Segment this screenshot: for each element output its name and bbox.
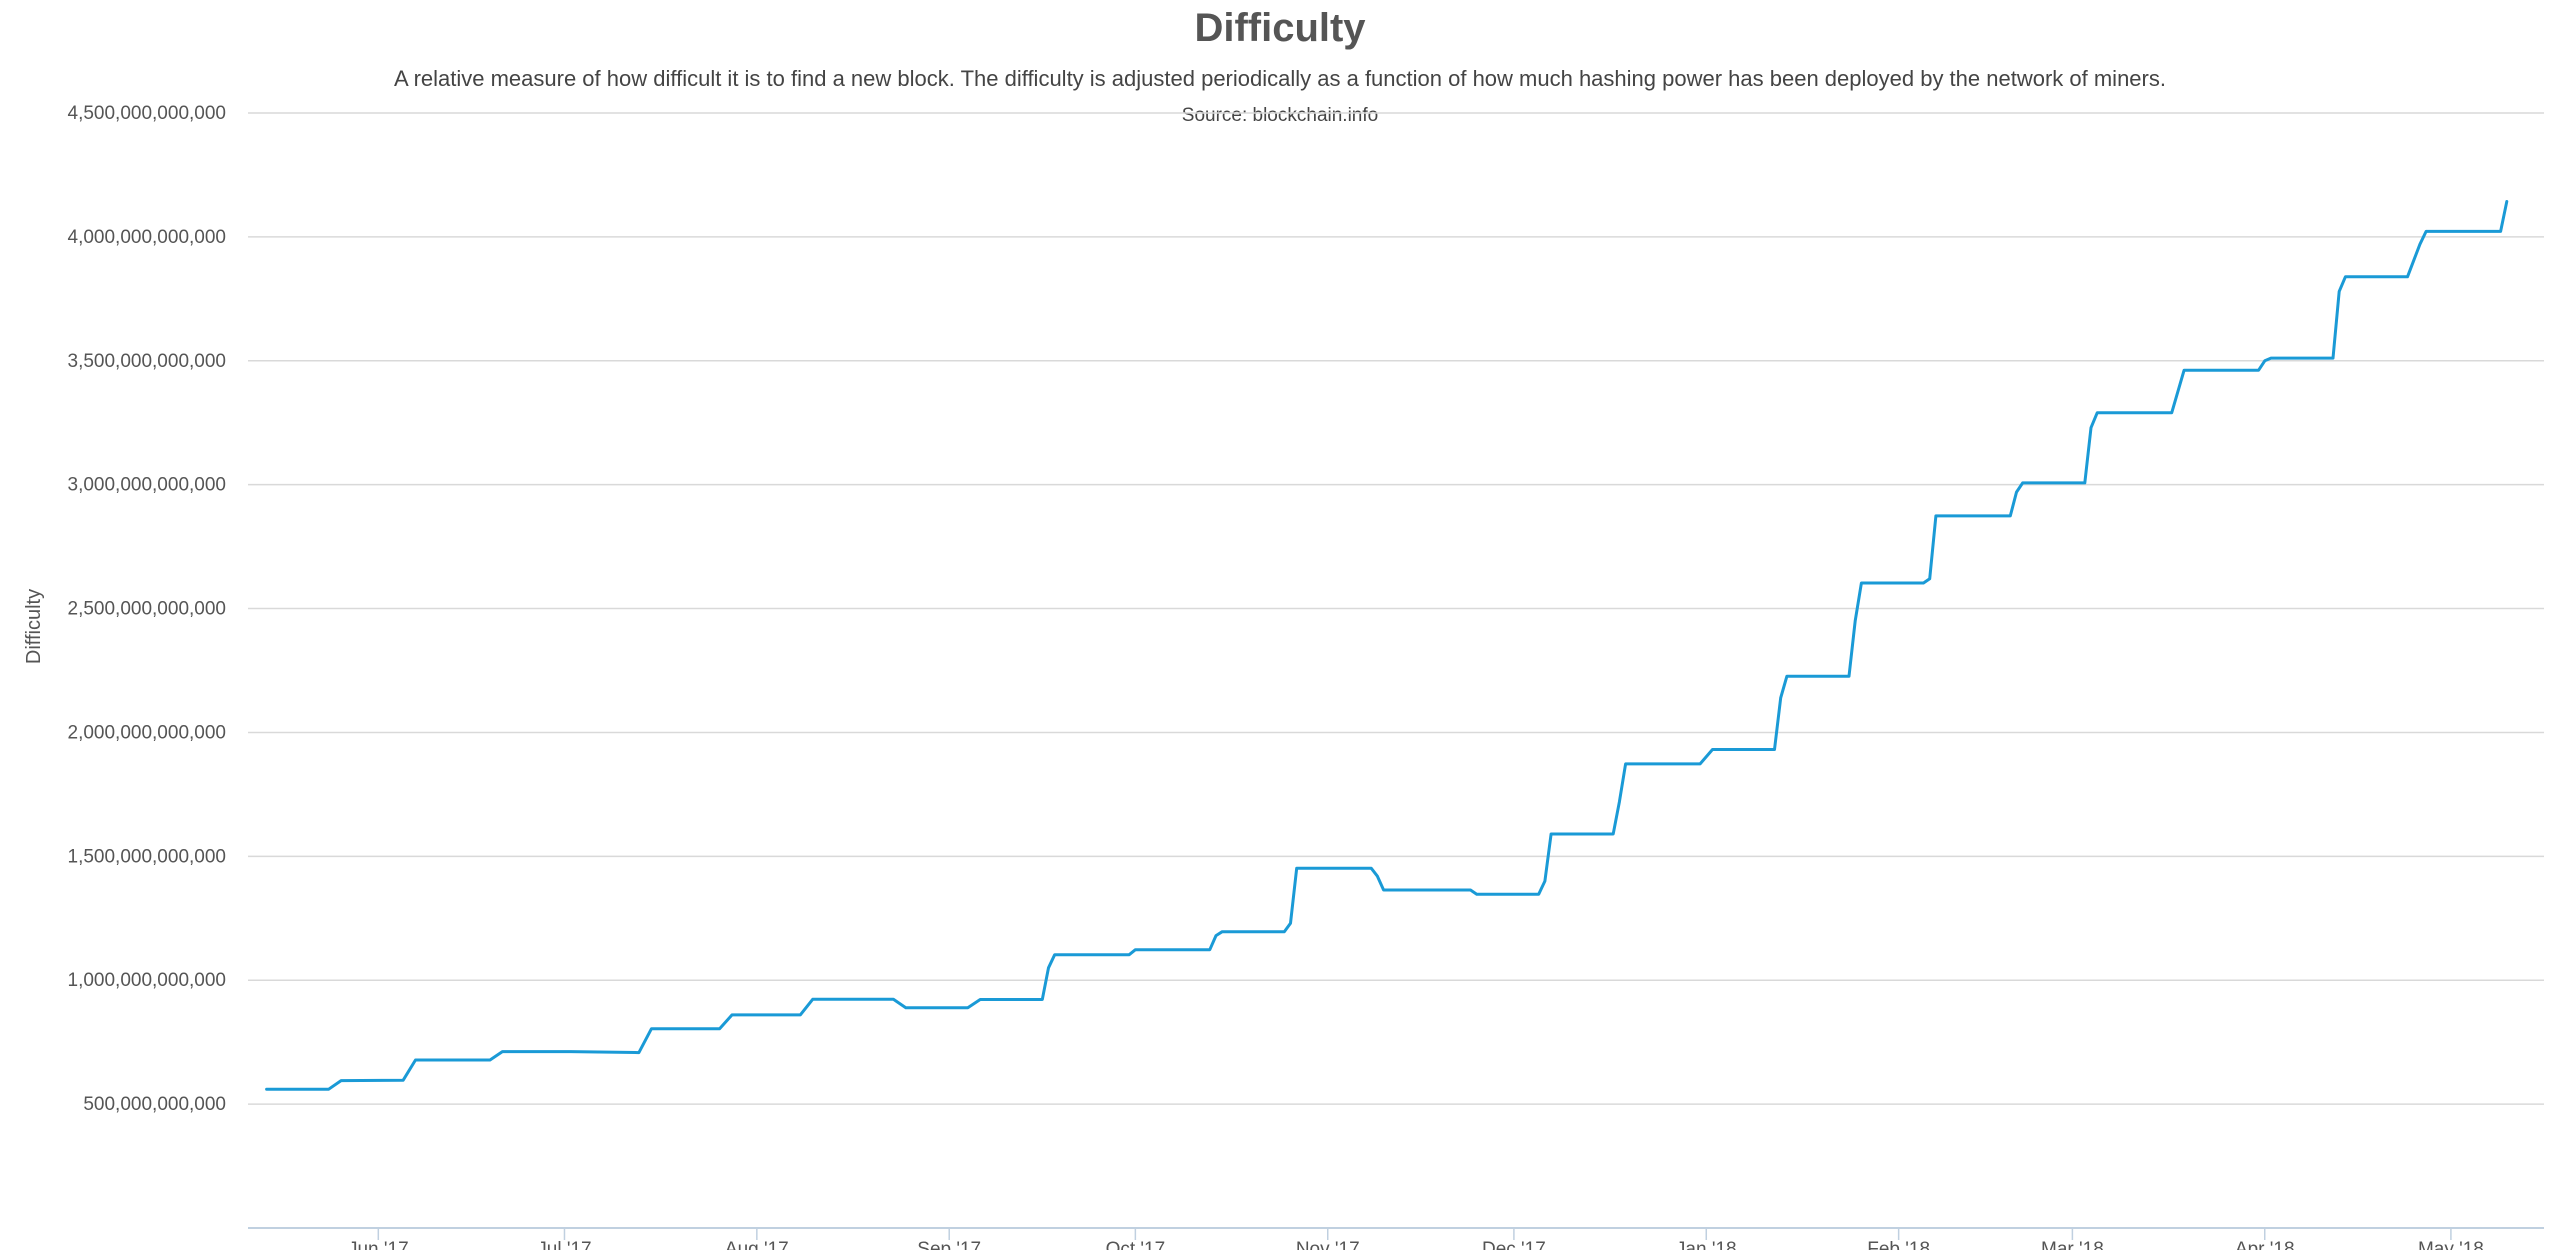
- x-tick-label: Feb '18: [1867, 1239, 1930, 1250]
- x-tick-label: Jan '18: [1676, 1239, 1737, 1250]
- y-tick-label: 4,000,000,000,000: [68, 227, 227, 248]
- x-tick-label: Jun '17: [348, 1239, 409, 1250]
- x-tick-label: Oct '17: [1106, 1239, 1166, 1250]
- x-tick-label: Jul '17: [537, 1239, 591, 1250]
- series-line: [265, 200, 2509, 1091]
- x-tick-label: Apr '18: [2235, 1239, 2295, 1250]
- x-tick-label: May '18: [2418, 1239, 2484, 1250]
- x-tick-label: Dec '17: [1482, 1239, 1546, 1250]
- y-tick-label: 3,500,000,000,000: [68, 351, 227, 372]
- y-tick-label: 500,000,000,000: [83, 1094, 226, 1115]
- x-tick-label: Mar '18: [2041, 1239, 2104, 1250]
- y-tick-label: 2,500,000,000,000: [68, 599, 227, 620]
- y-tick-label: 2,000,000,000,000: [68, 722, 227, 743]
- y-axis-title: Difficulty: [23, 589, 45, 664]
- x-tick-label: Aug '17: [725, 1239, 789, 1250]
- y-tick-label: 1,500,000,000,000: [68, 846, 227, 867]
- y-tick-label: 1,000,000,000,000: [68, 970, 227, 991]
- x-tick-label: Sep '17: [917, 1239, 981, 1250]
- chart-source: Source: blockchain.info: [1181, 105, 1379, 126]
- chart-title: Difficulty: [1194, 6, 1366, 50]
- y-tick-label: 3,000,000,000,000: [68, 475, 227, 496]
- y-tick-label: 4,500,000,000,000: [68, 103, 227, 124]
- chart-subtitle: A relative measure of how difficult it i…: [394, 66, 2166, 91]
- x-tick-label: Nov '17: [1296, 1239, 1360, 1250]
